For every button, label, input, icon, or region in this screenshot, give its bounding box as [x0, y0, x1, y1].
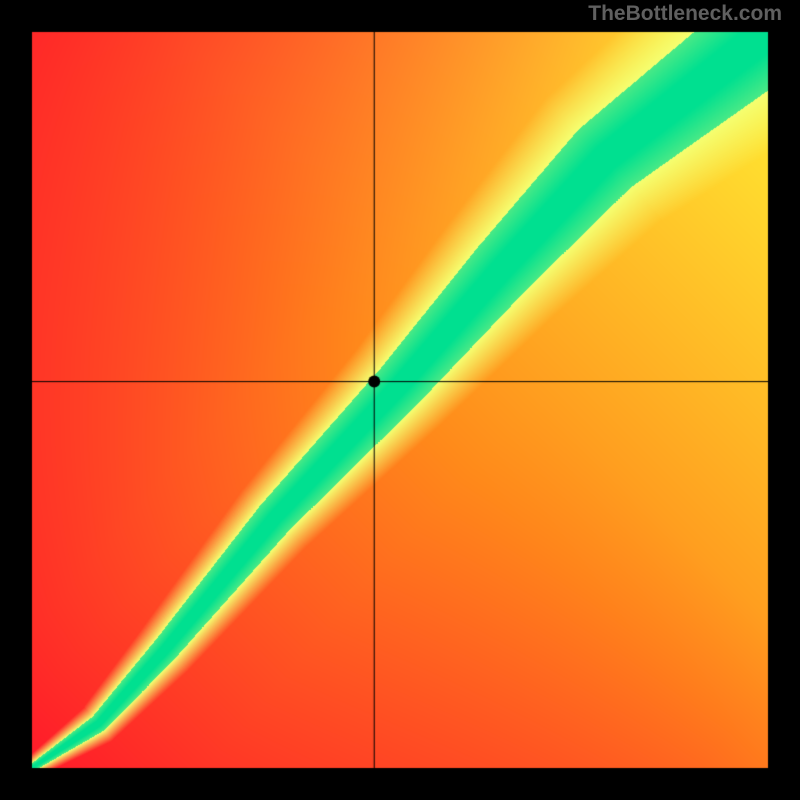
watermark-text: TheBottleneck.com: [588, 2, 782, 26]
heatmap-canvas: [0, 0, 800, 800]
chart-container: TheBottleneck.com: [0, 0, 800, 800]
